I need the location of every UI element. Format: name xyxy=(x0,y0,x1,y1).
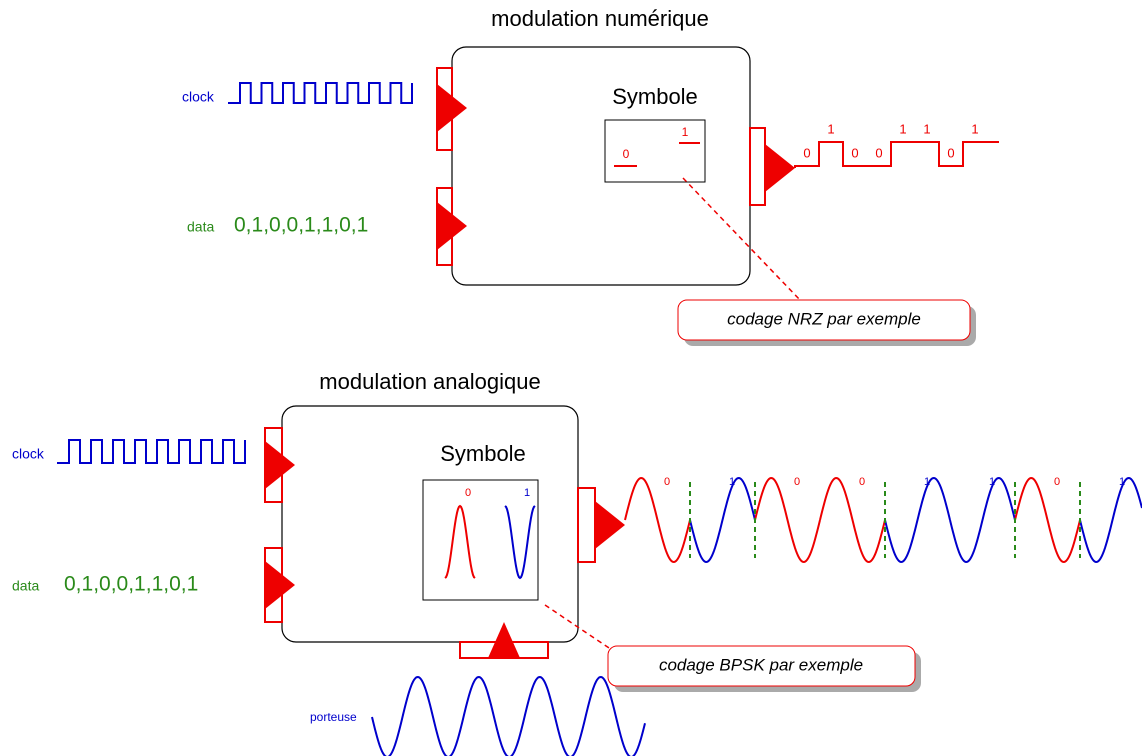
port xyxy=(577,487,596,563)
symbol-box xyxy=(604,119,706,183)
data-sequence: 0,1,0,0,1,1,0,1 xyxy=(234,214,368,237)
bit-label: 1 xyxy=(924,476,930,488)
data-label: data xyxy=(12,578,39,594)
port-arrow xyxy=(265,561,295,609)
bit-label: 1 xyxy=(989,476,995,488)
symbol-box xyxy=(422,479,539,601)
bpsk-wave xyxy=(1079,476,1142,564)
port-arrow xyxy=(437,202,467,250)
bit-label: 1 xyxy=(729,476,735,488)
bit-label: 1 xyxy=(1119,476,1125,488)
carrier-wave xyxy=(371,675,646,756)
bit-label: 0 xyxy=(947,145,954,160)
bpsk-wave xyxy=(819,476,886,564)
clock-wave xyxy=(228,82,413,104)
port-arrow xyxy=(765,144,795,192)
bpsk-wave xyxy=(884,476,951,564)
callout-text: codage NRZ par exemple xyxy=(727,309,921,328)
bit-label: 1 xyxy=(827,121,834,136)
bit-label: 1 xyxy=(971,121,978,136)
symbol-title: Symbole xyxy=(612,84,698,109)
bpsk-wave xyxy=(949,476,1016,564)
clock-label: clock xyxy=(182,89,215,105)
symbol-title: Symbole xyxy=(440,441,526,466)
symbol-label: 1 xyxy=(682,125,689,139)
port-arrow xyxy=(488,622,520,658)
clock-wave xyxy=(57,439,246,464)
bit-label: 0 xyxy=(664,476,670,488)
pointer xyxy=(682,177,801,301)
callout xyxy=(607,645,916,687)
bit-label: 1 xyxy=(923,121,930,136)
bpsk-wave xyxy=(624,476,691,564)
title: modulation numérique xyxy=(491,6,709,31)
bit-label: 1 xyxy=(899,121,906,136)
title: modulation analogique xyxy=(319,369,540,394)
bit-label: 0 xyxy=(1054,476,1060,488)
bpsk-wave xyxy=(689,476,756,564)
pointer xyxy=(544,604,613,651)
bit-label: 0 xyxy=(803,145,810,160)
port-arrow xyxy=(595,501,625,549)
data-sequence: 0,1,0,0,1,1,0,1 xyxy=(64,573,198,596)
symbol-wave xyxy=(444,504,476,579)
carrier-label: porteuse xyxy=(310,710,357,724)
nrz-wave xyxy=(794,141,999,168)
bit-label: 0 xyxy=(851,145,858,160)
symbol-wave xyxy=(504,505,536,580)
callout xyxy=(677,299,971,341)
bpsk-wave xyxy=(754,476,821,564)
bit-label: 0 xyxy=(794,476,800,488)
bit-label: 0 xyxy=(859,476,865,488)
bpsk-wave xyxy=(1014,476,1081,564)
symbol-label: 1 xyxy=(524,487,530,499)
callout-text: codage BPSK par exemple xyxy=(659,655,863,674)
port-arrow xyxy=(437,84,467,132)
port-arrow xyxy=(265,441,295,489)
port xyxy=(749,127,766,206)
symbol-label: 0 xyxy=(465,487,471,499)
data-label: data xyxy=(187,219,214,235)
symbol-label: 0 xyxy=(623,147,630,161)
clock-label: clock xyxy=(12,446,45,462)
bit-label: 0 xyxy=(875,145,882,160)
